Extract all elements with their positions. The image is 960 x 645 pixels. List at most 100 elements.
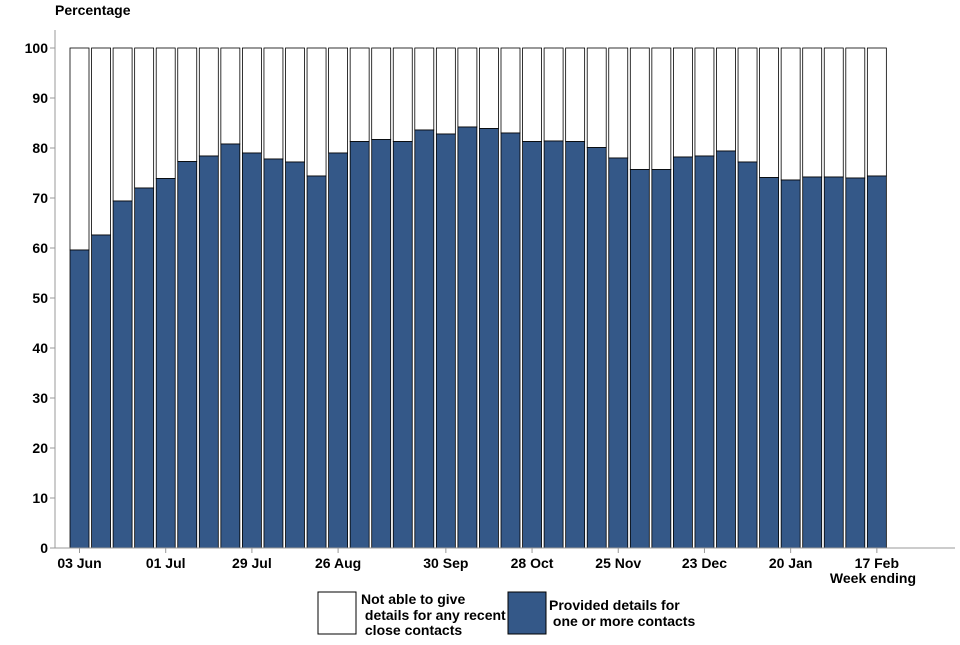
x-tick-label: 03 Jun xyxy=(57,555,101,571)
bar-provided xyxy=(285,161,305,549)
legend-label-provided-line-1: Provided details for xyxy=(549,597,680,613)
bar-provided xyxy=(651,169,672,549)
bar-provided xyxy=(220,143,241,549)
bar-not-able xyxy=(522,47,542,142)
bar-not-able xyxy=(263,47,284,160)
bar-not-able xyxy=(435,47,456,135)
y-tick-label: 100 xyxy=(25,40,49,56)
bar-not-able xyxy=(543,47,564,142)
legend: Not able to give details for any recent … xyxy=(317,591,695,638)
bar-not-able xyxy=(457,47,478,128)
bar-provided xyxy=(694,155,715,549)
bar-provided xyxy=(435,133,456,549)
legend-label-provided-line-2: one or more contacts xyxy=(549,613,695,629)
bar-provided xyxy=(608,157,629,549)
y-tick-label: 40 xyxy=(32,340,48,356)
bar-not-able xyxy=(780,47,801,181)
bar-not-able xyxy=(500,47,521,134)
y-tick-label: 30 xyxy=(32,390,48,406)
y-tick-label: 90 xyxy=(32,90,48,106)
bar-not-able xyxy=(673,47,693,158)
bar-provided xyxy=(155,178,176,549)
bar-not-able xyxy=(198,47,219,157)
legend-label-provided: Provided details for one or more contact… xyxy=(549,597,695,629)
bar-provided xyxy=(371,139,392,549)
y-tick-label: 80 xyxy=(32,140,48,156)
bar-provided xyxy=(91,234,111,549)
bar-provided xyxy=(500,132,521,549)
bar-provided xyxy=(134,187,155,549)
bar-provided xyxy=(866,175,887,549)
bar-provided xyxy=(349,141,370,549)
bar-provided xyxy=(69,249,90,549)
bar-provided xyxy=(565,141,586,549)
y-ticks-group: 0 10 20 30 40 50 60 70 80 90 100 xyxy=(25,40,55,556)
bar-provided xyxy=(780,179,801,549)
bar-provided xyxy=(414,129,435,549)
bar-not-able xyxy=(586,47,607,148)
bar-not-able xyxy=(479,47,499,129)
bar-provided xyxy=(112,200,133,549)
legend-swatch-not-able xyxy=(317,591,357,635)
bar-provided xyxy=(522,141,542,549)
bar-not-able xyxy=(134,47,155,189)
bar-not-able xyxy=(371,47,392,140)
bar-provided xyxy=(479,128,499,549)
y-tick-label: 70 xyxy=(32,190,48,206)
bar-not-able xyxy=(177,47,198,162)
bar-not-able xyxy=(565,47,586,142)
x-tick-label: 29 Jul xyxy=(232,555,272,571)
bar-provided xyxy=(759,177,779,549)
bar-provided xyxy=(392,141,413,549)
bars-group xyxy=(69,47,887,549)
x-tick-label: 25 Nov xyxy=(595,555,641,571)
bar-not-able xyxy=(823,47,844,178)
bar-provided xyxy=(802,176,823,549)
y-tick-label: 0 xyxy=(40,540,48,556)
x-tick-label: 01 Jul xyxy=(146,555,186,571)
bar-provided xyxy=(629,169,650,549)
bar-not-able xyxy=(285,47,305,163)
bar-provided xyxy=(543,140,564,549)
x-tick-label: 28 Oct xyxy=(511,555,554,571)
legend-label-not-able: Not able to give details for any recent … xyxy=(361,591,506,638)
axes-group xyxy=(54,30,955,549)
bar-provided xyxy=(198,155,219,549)
y-tick-label: 50 xyxy=(32,290,48,306)
y-tick-label: 20 xyxy=(32,440,48,456)
bar-not-able xyxy=(91,47,111,236)
bar-provided xyxy=(263,158,284,549)
x-tick-label: 20 Jan xyxy=(769,555,813,571)
y-axis-title: Percentage xyxy=(55,2,131,18)
bar-not-able xyxy=(802,47,823,178)
bar-not-able xyxy=(716,47,736,152)
bar-not-able xyxy=(759,47,779,178)
y-tick-label: 10 xyxy=(32,490,48,506)
legend-label-not-able-line-1: Not able to give xyxy=(361,591,465,607)
bar-not-able xyxy=(69,47,90,251)
bar-not-able xyxy=(241,47,262,154)
bar-not-able xyxy=(866,47,887,177)
bar-not-able xyxy=(328,47,349,154)
bar-provided xyxy=(306,175,327,549)
bar-provided xyxy=(673,156,693,549)
x-ticks-group: 03 Jun 01 Jul 29 Jul 26 Aug 30 Sep 28 Oct 25 N… xyxy=(57,548,899,571)
bar-not-able xyxy=(306,47,327,177)
bar-not-able xyxy=(694,47,715,157)
bar-provided xyxy=(737,161,758,549)
bar-provided xyxy=(457,126,478,549)
x-tick-label: 23 Dec xyxy=(682,555,727,571)
bar-provided xyxy=(823,176,844,549)
x-tick-label: 30 Sep xyxy=(423,555,468,571)
bar-provided xyxy=(845,177,866,549)
y-tick-label: 60 xyxy=(32,240,48,256)
bar-not-able xyxy=(629,47,650,170)
bar-provided xyxy=(177,161,198,549)
bar-not-able xyxy=(112,47,133,202)
bar-provided xyxy=(241,152,262,549)
bar-provided xyxy=(328,152,349,549)
x-tick-label: 26 Aug xyxy=(315,555,361,571)
legend-swatch-provided xyxy=(507,591,547,635)
x-axis-title: Week ending xyxy=(830,570,916,586)
